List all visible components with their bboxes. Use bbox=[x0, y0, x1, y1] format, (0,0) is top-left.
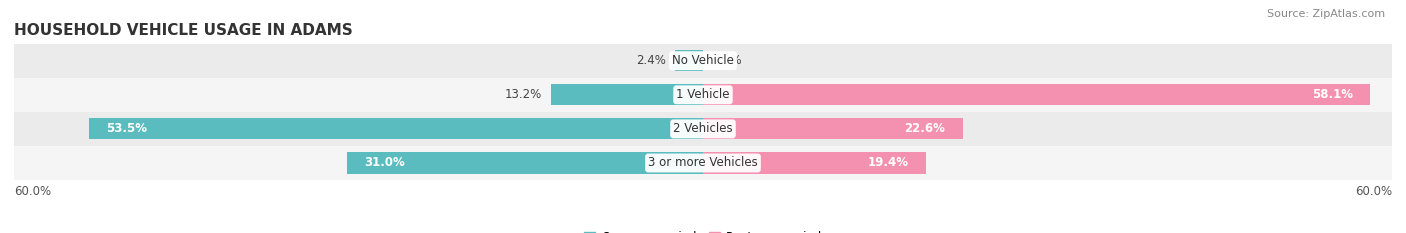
Bar bbox=[703, 118, 963, 140]
Bar bbox=[14, 44, 1392, 78]
Text: 2 Vehicles: 2 Vehicles bbox=[673, 122, 733, 135]
Text: 1 Vehicle: 1 Vehicle bbox=[676, 88, 730, 101]
Bar bbox=[89, 118, 703, 140]
Bar bbox=[14, 146, 1392, 180]
Legend: Owner-occupied, Renter-occupied: Owner-occupied, Renter-occupied bbox=[579, 226, 827, 233]
Bar bbox=[703, 152, 925, 174]
Text: 60.0%: 60.0% bbox=[14, 185, 51, 198]
Bar bbox=[551, 84, 703, 105]
Text: 60.0%: 60.0% bbox=[1355, 185, 1392, 198]
Text: 22.6%: 22.6% bbox=[904, 122, 945, 135]
Bar bbox=[14, 78, 1392, 112]
Text: 19.4%: 19.4% bbox=[868, 157, 908, 169]
Text: No Vehicle: No Vehicle bbox=[672, 54, 734, 67]
Bar bbox=[675, 50, 703, 71]
Text: 0.0%: 0.0% bbox=[713, 54, 742, 67]
Text: Source: ZipAtlas.com: Source: ZipAtlas.com bbox=[1267, 9, 1385, 19]
Text: 58.1%: 58.1% bbox=[1312, 88, 1353, 101]
Text: HOUSEHOLD VEHICLE USAGE IN ADAMS: HOUSEHOLD VEHICLE USAGE IN ADAMS bbox=[14, 23, 353, 38]
Text: 2.4%: 2.4% bbox=[637, 54, 666, 67]
Bar bbox=[703, 84, 1369, 105]
Text: 31.0%: 31.0% bbox=[364, 157, 405, 169]
Text: 3 or more Vehicles: 3 or more Vehicles bbox=[648, 157, 758, 169]
Text: 53.5%: 53.5% bbox=[105, 122, 146, 135]
Text: 13.2%: 13.2% bbox=[505, 88, 543, 101]
Bar bbox=[14, 112, 1392, 146]
Bar bbox=[347, 152, 703, 174]
